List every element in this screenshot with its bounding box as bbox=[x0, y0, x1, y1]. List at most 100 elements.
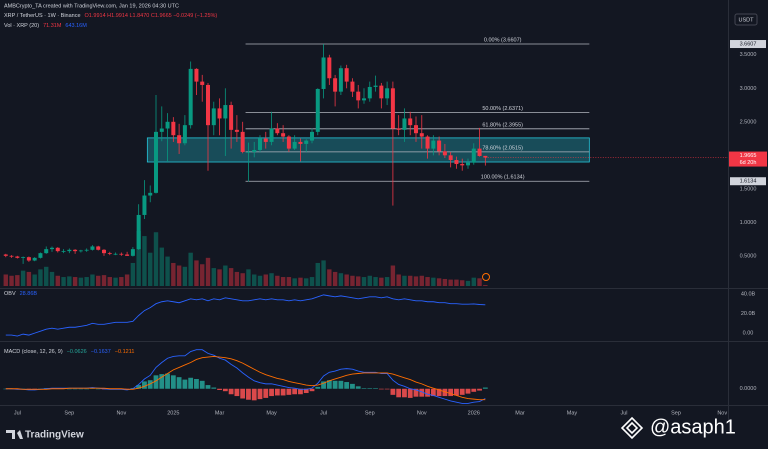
macd-histogram-bar bbox=[384, 388, 390, 390]
currency[interactable]: USDT bbox=[739, 17, 755, 23]
candle-body bbox=[402, 118, 407, 130]
volume-bar bbox=[124, 274, 130, 286]
macd-histogram-bar bbox=[332, 380, 338, 389]
candle-body bbox=[367, 86, 372, 99]
candle-body bbox=[78, 250, 83, 252]
volume-bar bbox=[350, 275, 355, 286]
candle-body bbox=[454, 160, 459, 165]
candle-body bbox=[73, 249, 78, 252]
macd-histogram-bar bbox=[373, 388, 378, 389]
candle-body bbox=[3, 254, 8, 256]
volume-bar bbox=[413, 276, 419, 286]
x-tick-label: Nov bbox=[116, 410, 126, 416]
macd-histogram-bar bbox=[477, 388, 482, 391]
candle-body bbox=[234, 129, 239, 132]
macd-histogram-bar bbox=[355, 386, 361, 389]
volume-ma-value: 643.16M bbox=[65, 23, 87, 29]
candle-body bbox=[32, 257, 37, 261]
volume-bar bbox=[379, 277, 384, 286]
volume-bar bbox=[431, 277, 436, 286]
x-tick-label: Sep bbox=[365, 410, 375, 416]
macd-histogram-bar bbox=[142, 381, 147, 389]
macd-histogram-bar bbox=[222, 388, 228, 392]
candle-body bbox=[281, 133, 286, 137]
macd-histogram-bar bbox=[413, 388, 419, 397]
macd-histogram-bar bbox=[482, 387, 488, 389]
volume-bar bbox=[402, 275, 407, 286]
volume-bar bbox=[3, 274, 8, 286]
macd-histogram-bar bbox=[269, 388, 274, 397]
candle-body bbox=[379, 85, 384, 99]
countdown: 6d 20h bbox=[740, 160, 757, 166]
volume-bar bbox=[321, 260, 326, 286]
x-tick-label: Sep bbox=[671, 410, 681, 416]
candle-body bbox=[292, 141, 297, 149]
candle-body bbox=[211, 108, 216, 126]
candle-body bbox=[315, 88, 320, 132]
volume-bar bbox=[425, 277, 430, 286]
fib-zone bbox=[146, 137, 590, 163]
volume-bar bbox=[61, 277, 66, 286]
volume-bar bbox=[153, 232, 159, 286]
macd-histogram-bar bbox=[182, 379, 188, 389]
logo-text: TradingView bbox=[25, 430, 84, 441]
candle-body bbox=[171, 121, 176, 136]
candle-body bbox=[38, 253, 43, 258]
macd-histogram-bar bbox=[3, 388, 9, 390]
volume-bar bbox=[483, 285, 488, 286]
volume-bar bbox=[454, 279, 459, 286]
candle-body bbox=[442, 151, 447, 156]
candle-body bbox=[154, 131, 158, 193]
candle-body bbox=[119, 253, 124, 255]
candle-body bbox=[437, 140, 442, 152]
macd-histogram-bar bbox=[286, 388, 292, 395]
macd-histogram-bar bbox=[309, 388, 315, 392]
macd-histogram-bar bbox=[274, 388, 280, 396]
candle-body bbox=[408, 118, 413, 126]
macd-histogram-bar bbox=[326, 380, 332, 389]
symbol-legend: XRP / TetherUS · 1W · Binance O1.9914 H1.… bbox=[4, 13, 217, 19]
currency-box[interactable] bbox=[734, 13, 758, 26]
macd-histogram-bar bbox=[176, 377, 182, 389]
macd-histogram-bar bbox=[251, 388, 257, 401]
y-tick-label: 2.5000 bbox=[740, 119, 757, 125]
fib-label: 50.00% (2.6371) bbox=[482, 106, 523, 112]
candle-body bbox=[188, 68, 193, 126]
x-tick-label: 2025 bbox=[167, 410, 179, 416]
candle-body bbox=[275, 128, 280, 134]
macd-histogram-bar bbox=[419, 388, 425, 397]
macd-histogram-bar bbox=[448, 388, 454, 397]
candle-body bbox=[333, 78, 338, 92]
macd-histogram-bar bbox=[280, 388, 286, 396]
fib-axis-label: 3.6607 bbox=[740, 41, 757, 47]
fib-label: 0.00% (3.6607) bbox=[484, 37, 522, 43]
obv-value: 28.86B bbox=[20, 291, 38, 297]
candle-body bbox=[258, 138, 262, 150]
candle-body bbox=[338, 68, 343, 92]
macd-histogram-bar bbox=[367, 388, 373, 389]
volume-bar bbox=[142, 236, 147, 286]
candle-body bbox=[50, 247, 54, 250]
macd-line bbox=[5, 355, 486, 401]
x-tick-label: Nov bbox=[417, 410, 427, 416]
volume-bar bbox=[419, 275, 424, 286]
macd-title: MACD (close, 12, 26, 9) bbox=[4, 349, 63, 355]
replay-icon[interactable] bbox=[482, 273, 490, 281]
volume-bar bbox=[67, 276, 72, 286]
candle-body bbox=[96, 246, 101, 250]
candle-body bbox=[286, 136, 291, 149]
macd-histogram-bar bbox=[257, 388, 263, 400]
volume-bar bbox=[9, 275, 14, 286]
volume-bar bbox=[304, 278, 309, 286]
volume-bar bbox=[194, 260, 199, 286]
volume-bar bbox=[200, 264, 205, 286]
price-label-box bbox=[729, 151, 767, 167]
volume-bar bbox=[465, 280, 471, 286]
candle-body bbox=[304, 140, 309, 144]
volume-bar bbox=[246, 269, 251, 286]
y-tick-label: 1.5000 bbox=[740, 186, 757, 192]
x-tick-label: May bbox=[266, 410, 277, 416]
volume-bar bbox=[188, 252, 193, 286]
candle-body bbox=[310, 131, 314, 141]
macd-histogram-bar bbox=[159, 374, 165, 389]
